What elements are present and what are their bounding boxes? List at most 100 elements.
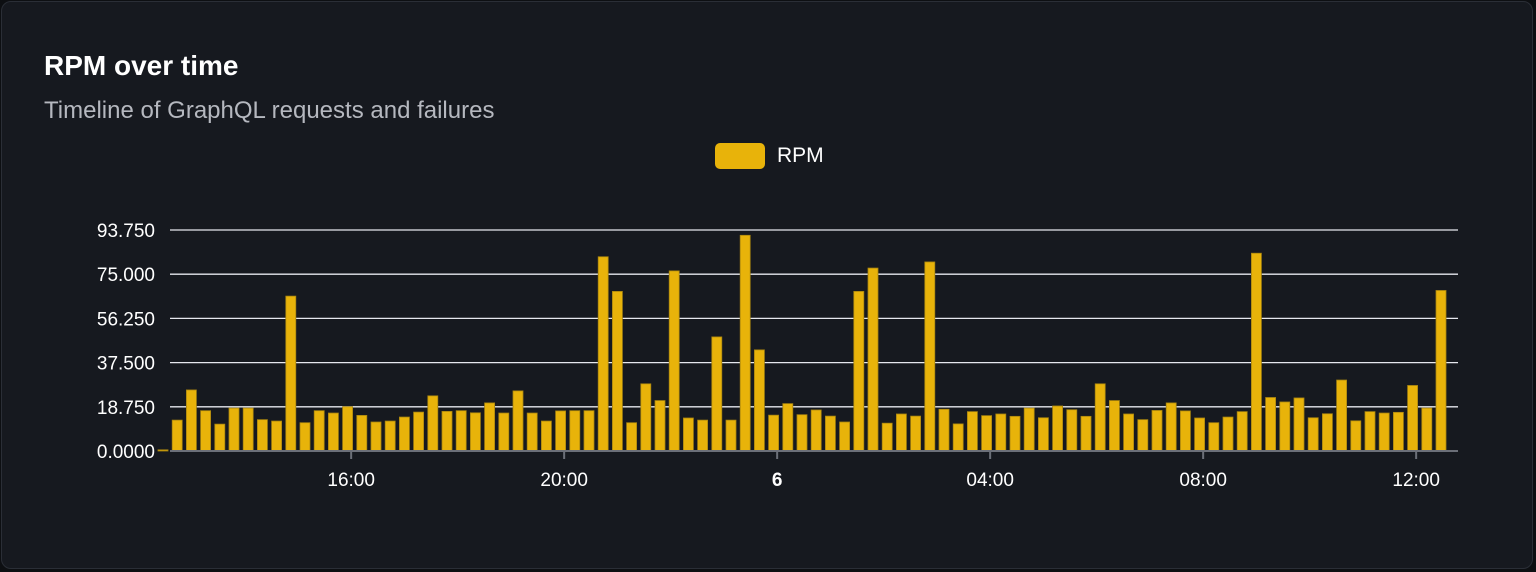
bar-17:00 <box>398 416 410 452</box>
bar-19:08 <box>512 390 524 452</box>
bar-15:56 <box>342 406 354 452</box>
bar-10:04 <box>1307 417 1319 452</box>
bar-00:44 <box>810 409 822 452</box>
bar-16:28 <box>370 421 382 452</box>
bar-23:24 <box>739 234 751 452</box>
bar-21:32 <box>640 383 652 452</box>
bar-20:12 <box>569 410 581 452</box>
bar-19:56 <box>555 410 566 452</box>
x-tick-label: 20:00 <box>540 470 588 491</box>
bar-14:36 <box>271 420 283 452</box>
bar-01:00 <box>825 415 836 452</box>
bar-16:44 <box>384 420 396 452</box>
bar-18:36 <box>484 402 496 452</box>
bar-14:52 <box>285 295 297 452</box>
bar-04:28 <box>1009 415 1021 452</box>
bar-05:00 <box>1038 417 1049 452</box>
bar-21:00 <box>612 291 623 452</box>
bar-06:20 <box>1109 400 1120 452</box>
bar-02:36 <box>910 415 921 452</box>
chart-title: RPM over time <box>44 50 239 81</box>
bar-22:20 <box>683 417 694 452</box>
bar-22:52 <box>711 336 723 452</box>
legend-label: RPM <box>777 144 824 167</box>
x-tick-label: 12:00 <box>1392 470 1440 491</box>
bar-09:32 <box>1279 401 1291 452</box>
bar-23:08 <box>725 419 737 452</box>
y-tick-label: 75.000 <box>97 265 155 286</box>
x-tick-label: 08:00 <box>1179 470 1227 491</box>
bar-19:24 <box>526 412 538 452</box>
bar-18:52 <box>498 412 510 452</box>
bar-02:20 <box>896 413 907 452</box>
legend-item-rpm[interactable]: RPM <box>715 143 824 169</box>
bar-04:12 <box>995 413 1007 452</box>
bar-01:48 <box>867 267 879 452</box>
bar-11:24 <box>1378 412 1390 452</box>
bar-22:36 <box>697 419 708 452</box>
bar-21:16 <box>626 422 637 452</box>
bar-20:44 <box>597 256 609 452</box>
bar-07:24 <box>1165 402 1177 452</box>
bar-11:56 <box>1407 385 1418 452</box>
bar-01:16 <box>839 421 850 452</box>
bar-07:40 <box>1180 410 1191 452</box>
bar-13:48 <box>228 407 240 452</box>
bar-09:00 <box>1251 252 1262 452</box>
bar-20:28 <box>583 410 595 452</box>
y-tick-label: 93.750 <box>97 221 155 242</box>
bar-23:40 <box>754 349 765 452</box>
bar-10:20 <box>1322 413 1333 452</box>
bar-09:48 <box>1293 397 1305 452</box>
x-tick-label: 16:00 <box>327 470 375 491</box>
bar-14:20 <box>256 419 268 452</box>
y-tick-label: 0.0000 <box>97 442 155 463</box>
bar-13:00 <box>185 389 197 452</box>
bar-23:56 <box>768 414 779 452</box>
x-tick-label: 04:00 <box>966 470 1014 491</box>
y-tick-label: 56.250 <box>97 309 155 330</box>
bar-21:48 <box>654 400 666 452</box>
bar-11:08 <box>1364 411 1376 452</box>
bar-17:48 <box>441 410 453 452</box>
bar-18:20 <box>469 412 481 452</box>
bar-06:04 <box>1094 383 1106 452</box>
bar-22:04 <box>668 270 680 452</box>
bar-12:12 <box>1421 407 1433 452</box>
bar-12:44 <box>171 419 183 452</box>
bar-15:24 <box>313 410 325 452</box>
bar-03:24 <box>952 423 964 452</box>
bar-05:48 <box>1080 415 1092 452</box>
bar-00:28 <box>796 414 808 452</box>
bar-07:56 <box>1194 417 1205 452</box>
bar-17:32 <box>427 395 439 452</box>
bar-16:12 <box>356 415 368 452</box>
x-tick-label: 6 <box>772 470 783 491</box>
bar-07:08 <box>1151 410 1163 452</box>
bar-14:04 <box>242 407 254 452</box>
bar-12:28 <box>1435 290 1447 452</box>
bar-05:32 <box>1066 409 1078 452</box>
y-tick-label: 18.750 <box>97 398 155 419</box>
bar-15:08 <box>299 422 311 452</box>
bar-09:16 <box>1265 397 1276 452</box>
bar-08:28 <box>1222 416 1234 452</box>
bar-04:44 <box>1023 407 1035 452</box>
bar-08:12 <box>1208 422 1220 452</box>
bar-10:36 <box>1336 379 1347 452</box>
bar-03:40 <box>967 411 978 452</box>
bar-15:40 <box>327 412 339 452</box>
bar-12:28 <box>157 449 169 452</box>
bar-03:08 <box>938 408 950 452</box>
bar-05:16 <box>1052 405 1063 452</box>
bar-19:40 <box>541 420 552 452</box>
y-tick-label: 37.500 <box>97 354 155 375</box>
bar-03:56 <box>981 415 992 452</box>
bar-02:52 <box>924 261 936 452</box>
bar-06:36 <box>1123 413 1134 452</box>
bar-02:04 <box>881 422 893 452</box>
bar-18:04 <box>455 410 467 452</box>
legend-swatch <box>715 143 765 169</box>
